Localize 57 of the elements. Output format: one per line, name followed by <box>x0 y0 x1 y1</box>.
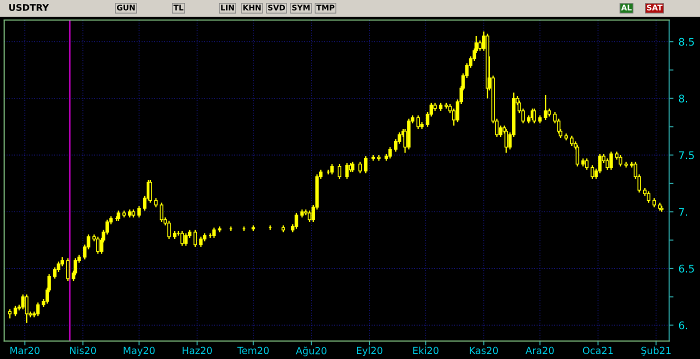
candlestick <box>606 158 610 170</box>
candlestick <box>570 135 574 147</box>
candlestick <box>154 198 158 208</box>
x-tick-label: Oca21 <box>582 346 613 354</box>
candlestick <box>609 151 613 170</box>
candlestick <box>498 124 502 138</box>
candlestick <box>350 161 354 173</box>
y-tick-label: 8.5 <box>678 38 694 46</box>
candlestick <box>137 205 141 218</box>
y-tick-label: 8. <box>678 94 688 102</box>
candlestick <box>21 294 25 310</box>
candlestick <box>544 94 548 121</box>
candlestick <box>590 164 594 180</box>
candlestick <box>308 210 312 223</box>
candlestick <box>8 308 12 319</box>
candlestick <box>160 202 164 223</box>
y-tick-label: 7. <box>679 208 688 216</box>
candlestick <box>199 236 203 248</box>
x-tick-label: Ara20 <box>526 346 554 354</box>
candlestick <box>585 158 589 170</box>
candlestick <box>184 232 188 246</box>
candlestick <box>167 220 171 240</box>
candlestick <box>14 305 18 317</box>
x-tick-label: Eki20 <box>413 346 438 354</box>
candlestick <box>576 144 580 168</box>
candlestick <box>364 156 368 174</box>
candlestick <box>652 198 656 208</box>
x-tick-label: Ağu20 <box>296 346 326 356</box>
candlestick <box>36 302 40 317</box>
x-tick-label: Tem20 <box>237 346 269 354</box>
candlestick <box>646 190 650 204</box>
candlestick <box>96 236 100 254</box>
candlestick <box>532 108 536 124</box>
candlestick <box>358 161 362 174</box>
candlestick <box>294 212 298 230</box>
x-tick-label: Kas20 <box>470 346 498 354</box>
candlestick <box>212 227 216 238</box>
candlestick <box>148 179 152 204</box>
chart-title: USDTRY <box>9 4 49 11</box>
x-tick-label: Nis20 <box>70 346 96 354</box>
candlestick <box>66 258 70 282</box>
y-tick-label: 6. <box>678 321 688 330</box>
y-tick-label: 6.5 <box>678 264 694 273</box>
x-tick-label: Şub21 <box>641 346 671 356</box>
x-tick-label: May20 <box>124 346 155 356</box>
candlestick <box>504 128 508 154</box>
candlestick <box>24 294 28 324</box>
x-tick-label: Mar20 <box>10 346 40 354</box>
x-tick-label: Haz20 <box>182 346 212 354</box>
candlestick <box>388 146 392 160</box>
candlestick <box>416 114 420 130</box>
candlestick <box>194 229 197 248</box>
candlestick <box>330 164 334 175</box>
candlestick <box>180 230 184 246</box>
candlestick <box>478 40 482 52</box>
x-tick-label: Eyl20 <box>356 346 382 356</box>
y-tick-label: 7.5 <box>679 151 694 160</box>
